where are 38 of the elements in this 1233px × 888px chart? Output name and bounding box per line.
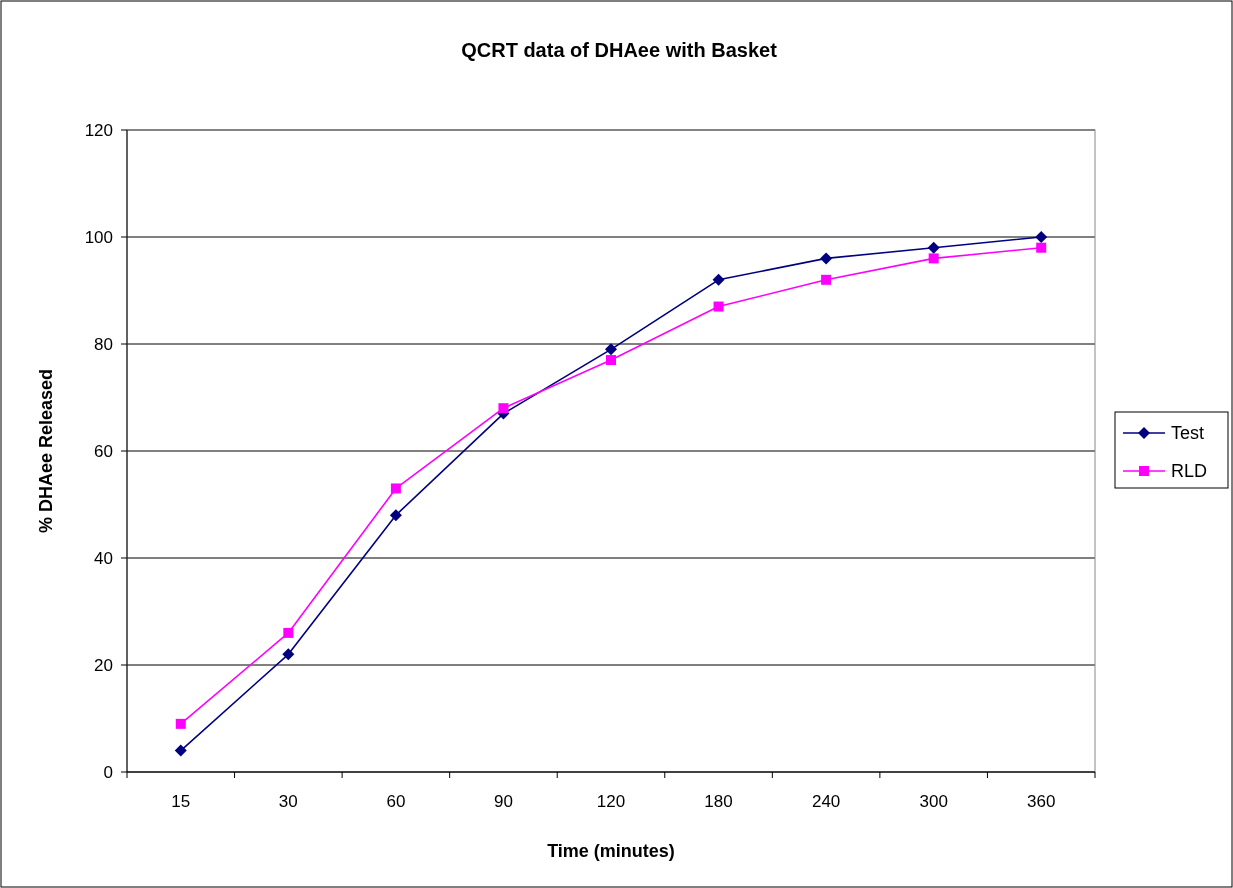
x-tick-label: 120 <box>596 792 626 811</box>
x-tick-label: 180 <box>704 792 733 811</box>
x-tick-label: 90 <box>493 792 513 811</box>
y-tick-label: 100 <box>84 228 113 247</box>
point <box>175 718 186 729</box>
x-tick-label: 60 <box>386 792 406 811</box>
point <box>821 274 832 285</box>
y-tick-label: 0 <box>103 763 113 782</box>
point <box>282 648 295 661</box>
x-tick-label: 300 <box>919 792 948 811</box>
point <box>283 627 294 638</box>
legend-label: Test <box>1171 423 1205 443</box>
point <box>928 253 939 264</box>
point <box>606 355 616 366</box>
point <box>820 252 833 265</box>
point <box>174 744 187 757</box>
chart-title: QCRT data of DHAee with Basket <box>461 39 778 61</box>
x-tick-label: 30 <box>278 792 298 811</box>
legend-label: RLD <box>1171 461 1208 481</box>
point <box>498 403 509 414</box>
x-tick-label: 240 <box>811 792 841 811</box>
y-tick-label: 120 <box>84 121 113 140</box>
point <box>927 241 940 254</box>
point <box>605 343 617 356</box>
y-tick-label: 40 <box>94 549 113 568</box>
y-tick-label: 60 <box>94 442 113 461</box>
x-tick-label: 360 <box>1027 792 1056 811</box>
x-tick-label: 15 <box>171 792 191 811</box>
point <box>713 301 724 312</box>
point <box>1036 242 1047 253</box>
x-axis-title: Time (minutes) <box>547 841 675 861</box>
y-tick-label: 20 <box>94 656 113 675</box>
y-tick-label: 80 <box>94 335 113 354</box>
point <box>390 483 401 494</box>
y-axis-title: % DHAee Released <box>36 368 56 534</box>
point <box>389 509 402 522</box>
point <box>1035 231 1048 243</box>
point <box>712 273 725 286</box>
